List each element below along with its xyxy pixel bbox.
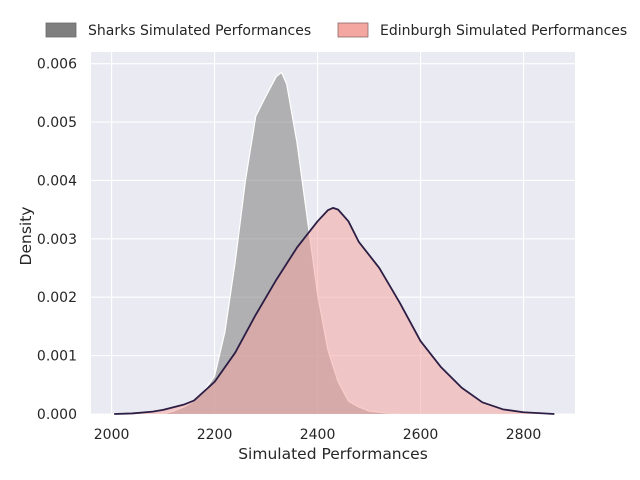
density-point-sharks	[281, 72, 282, 73]
density-point-edinburgh	[296, 247, 297, 248]
density-point-edinburgh	[276, 279, 277, 280]
density-point-edinburgh	[114, 413, 115, 414]
density-point-edinburgh	[523, 412, 524, 413]
density-point-edinburgh	[554, 413, 555, 414]
density-point-edinburgh	[332, 207, 333, 208]
density-line-edinburgh	[114, 206, 555, 415]
y-tick-label: 0.003	[37, 232, 77, 248]
density-series	[114, 71, 555, 415]
legend-item-edinburgh: Edinburgh Simulated Performances	[337, 22, 627, 39]
density-point-edinburgh	[162, 409, 163, 410]
density-point-edinburgh	[441, 367, 442, 368]
legend: Sharks Simulated Performances Edinburgh …	[45, 22, 627, 39]
density-point-sharks	[307, 218, 308, 219]
density-point-edinburgh	[327, 210, 328, 211]
y-tick-label: 0.004	[37, 173, 77, 189]
density-area-sharks	[163, 72, 400, 414]
density-point-edinburgh	[214, 381, 215, 382]
y-tick-label: 0.006	[37, 57, 77, 73]
density-point-edinburgh	[132, 413, 133, 414]
density-point-sharks	[235, 262, 236, 263]
density-point-edinburgh	[461, 387, 462, 388]
density-point-edinburgh	[152, 411, 153, 412]
y-tick-label: 0.001	[37, 349, 77, 365]
x-axis-label: Simulated Performances	[238, 445, 428, 463]
density-point-sharks	[265, 95, 266, 96]
density-point-edinburgh	[235, 352, 236, 353]
legend-swatch-sharks	[45, 22, 77, 38]
y-tick-label: 0.002	[37, 290, 77, 306]
legend-label-edinburgh: Edinburgh Simulated Performances	[380, 23, 627, 39]
density-point-edinburgh	[482, 402, 483, 403]
density-point-sharks	[276, 76, 277, 77]
density-point-sharks	[245, 180, 246, 181]
density-point-edinburgh	[502, 409, 503, 410]
density-point-edinburgh	[255, 314, 256, 315]
density-point-edinburgh	[193, 400, 194, 401]
density-point-sharks	[224, 332, 225, 333]
x-tick-label: 2800	[506, 427, 542, 443]
y-axis-label: Density	[17, 207, 35, 266]
density-point-edinburgh	[338, 209, 339, 210]
x-tick-label: 2600	[403, 427, 439, 443]
density-point-edinburgh	[358, 241, 359, 242]
y-tick-label: 0.005	[37, 115, 77, 131]
density-point-sharks	[296, 142, 297, 143]
x-tick-label: 2200	[197, 427, 233, 443]
density-point-edinburgh	[317, 221, 318, 222]
x-tick-label: 2400	[300, 427, 336, 443]
density-point-edinburgh	[399, 302, 400, 303]
y-tick-label: 0.000	[37, 407, 77, 423]
density-point-sharks	[214, 375, 215, 376]
density-point-edinburgh	[379, 267, 380, 268]
legend-label-sharks: Sharks Simulated Performances	[88, 23, 311, 39]
density-point-sharks	[286, 84, 287, 85]
density-point-edinburgh	[420, 340, 421, 341]
x-tick-label: 2000	[94, 427, 130, 443]
density-point-edinburgh	[348, 221, 349, 222]
legend-swatch-edinburgh	[337, 22, 369, 38]
axis-ticks: 2000 2200 2400 2600 2800 0.000 0.001 0.002 0.003…	[37, 57, 541, 443]
density-area-edinburgh	[114, 207, 555, 414]
legend-item-sharks: Sharks Simulated Performances	[45, 22, 311, 39]
density-point-edinburgh	[183, 404, 184, 405]
density-point-sharks	[255, 116, 256, 117]
